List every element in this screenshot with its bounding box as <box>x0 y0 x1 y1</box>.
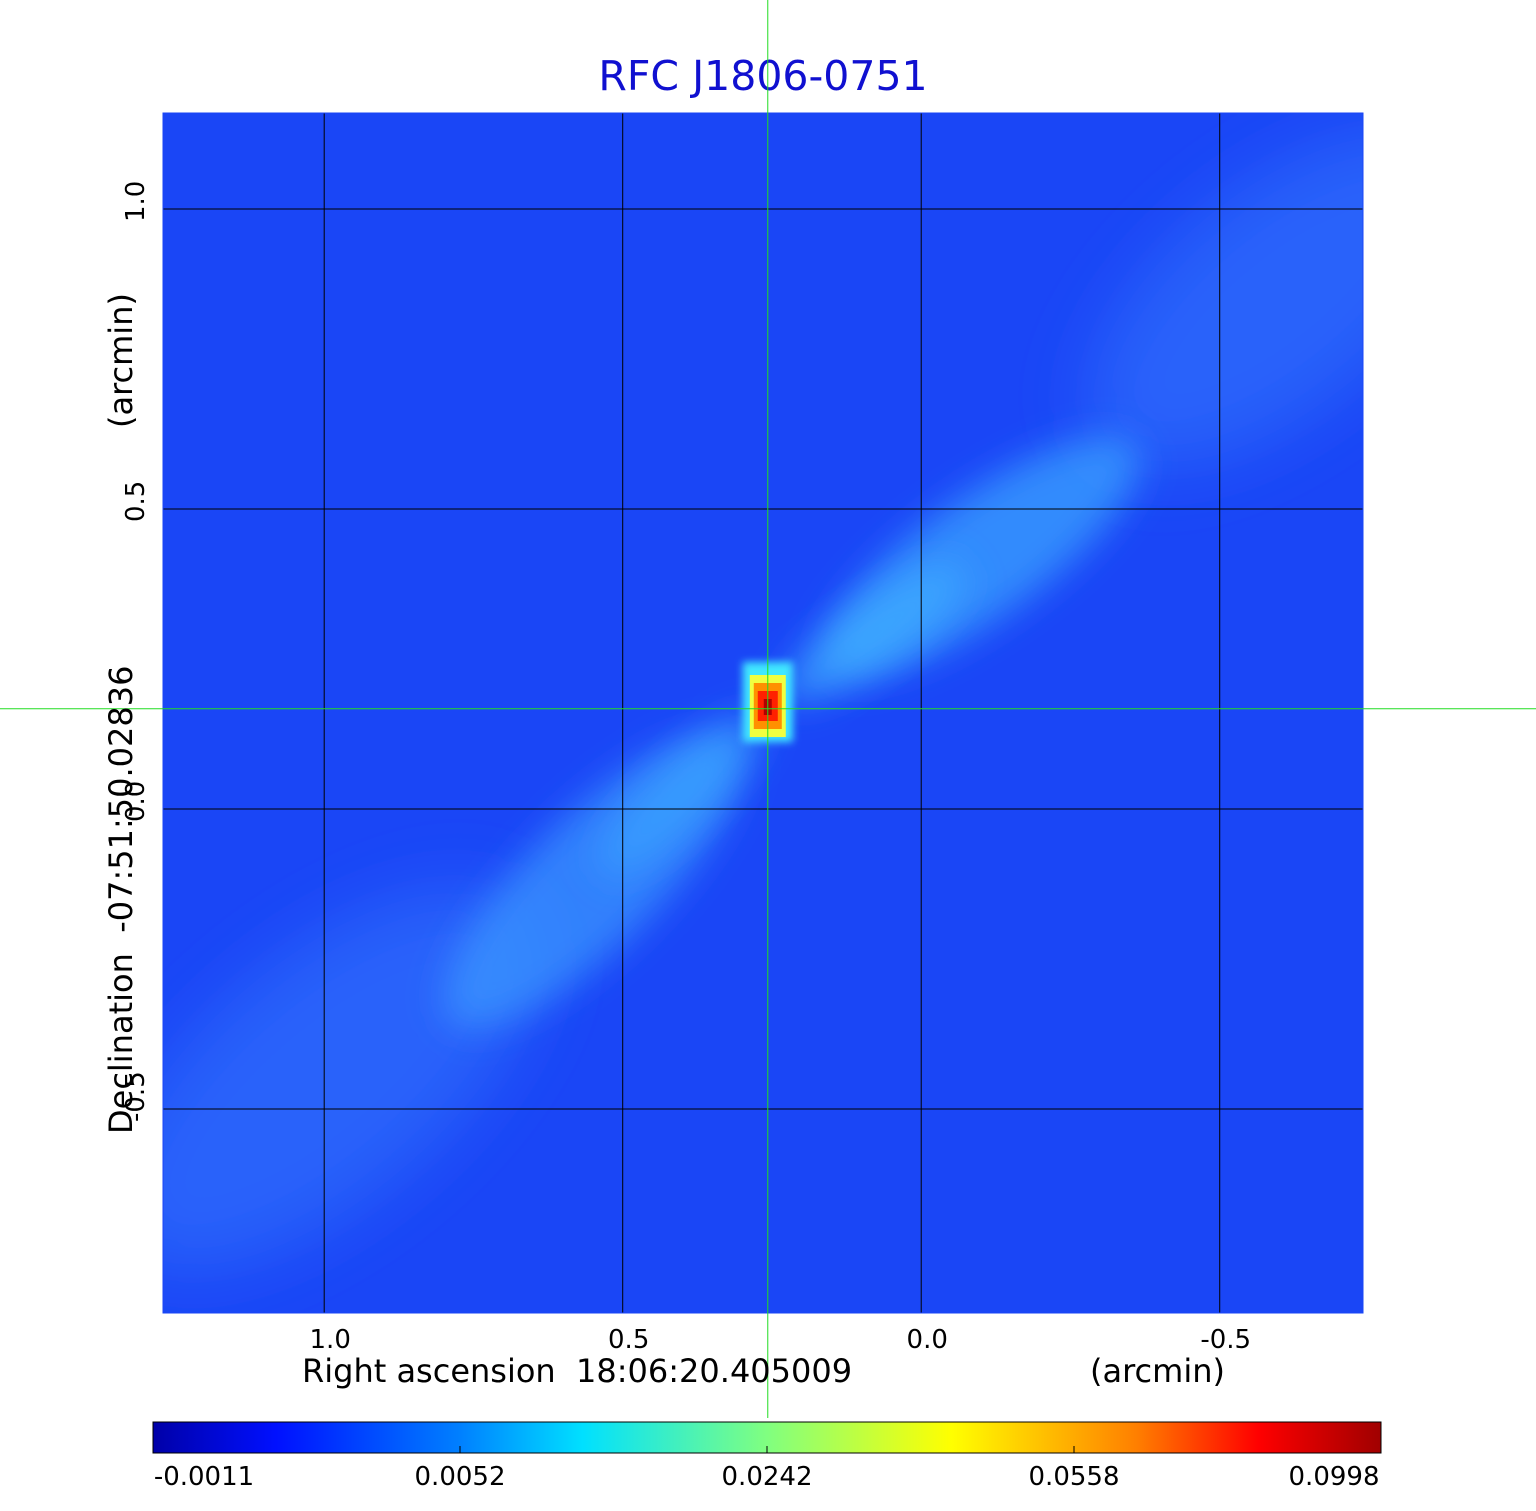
y-axis-unit: (arcmin) <box>102 293 140 428</box>
x-tick-label: 0.0 <box>906 1325 948 1355</box>
x-tick-label: -0.5 <box>1200 1325 1252 1355</box>
x-tick-label: 0.5 <box>608 1325 650 1355</box>
chart-title: RFC J1806-0751 <box>598 52 928 100</box>
x-tick-label: 1.0 <box>309 1325 351 1355</box>
colorbar-tick-label: 0.0998 <box>1288 1462 1380 1492</box>
jet-blob <box>599 714 762 875</box>
coordinate-grid <box>163 113 1363 1313</box>
jet-blob <box>783 564 966 702</box>
x-axis-unit: (arcmin) <box>1090 1352 1225 1390</box>
y-tick-label: 0.5 <box>121 480 151 522</box>
y-tick-label: 1.0 <box>121 180 151 222</box>
heatmap-image <box>163 113 1363 1313</box>
colorbar-tick-label: 0.0558 <box>1028 1462 1120 1492</box>
jet-blob <box>1087 131 1363 467</box>
y-axis-label: Declination -07:51:50.02836 <box>102 665 140 1134</box>
colorbar-tick-label: 0.0242 <box>721 1462 813 1492</box>
colorbar-tickmarks <box>152 1446 1382 1453</box>
crosshair <box>0 0 1536 1418</box>
plot-frame <box>162 112 1364 1314</box>
colorbar-tick-label: 0.0052 <box>414 1462 506 1492</box>
colorbar-tick-label: -0.0011 <box>153 1462 255 1492</box>
x-axis-label: Right ascension 18:06:20.405009 <box>302 1352 853 1390</box>
